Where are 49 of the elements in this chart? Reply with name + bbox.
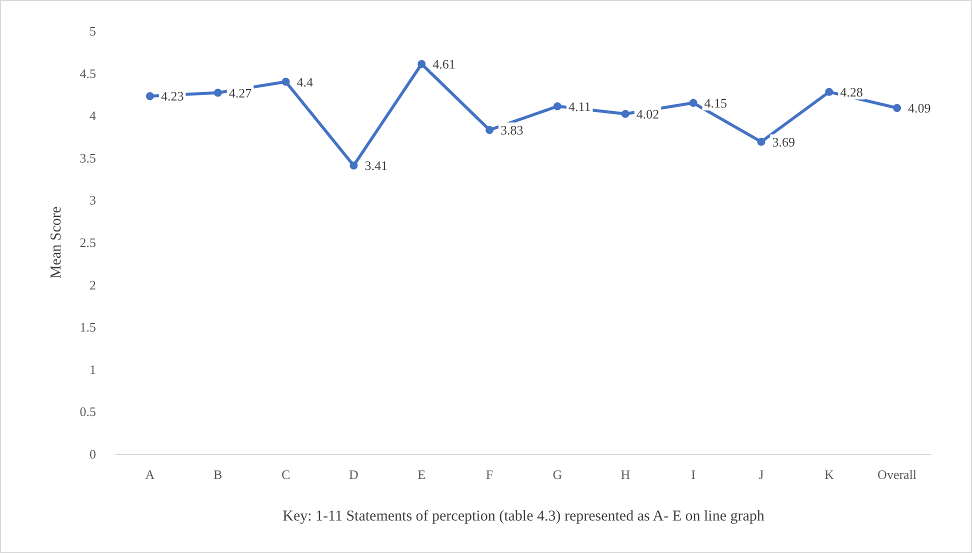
data-label: 4.28 (840, 84, 863, 100)
y-tick-label: 4 (90, 108, 96, 124)
x-tick-label: C (281, 467, 290, 482)
y-tick-label: 1 (90, 362, 96, 377)
x-tick-label: D (349, 467, 358, 482)
y-axis-title: Mean Score (48, 206, 64, 279)
x-tick-label: H (620, 467, 630, 482)
x-axis-title: Key: 1-11 Statements of perception (table 4.3) represented as A- E on line graph (282, 508, 765, 524)
point (418, 60, 426, 68)
x-tick-label: G (552, 467, 562, 482)
point (757, 138, 766, 146)
y-tick-label: 5 (90, 24, 96, 38)
x-tick-label: Overall (878, 467, 917, 482)
x-tick-label: A (145, 467, 156, 482)
data-label: 4.09 (908, 100, 931, 116)
point (146, 92, 154, 100)
point (553, 102, 562, 110)
y-tick-label: 3 (90, 192, 96, 208)
point (486, 126, 494, 134)
data-label: 4.15 (704, 95, 728, 110)
x-tick-label: J (758, 467, 764, 482)
data-label: 4.02 (636, 106, 660, 122)
data-label: 4.23 (160, 88, 184, 104)
point (350, 162, 358, 170)
data-label: 4.11 (568, 98, 591, 114)
y-tick-label: 2.5 (80, 235, 96, 250)
y-tick-label: 0.5 (80, 404, 96, 420)
y-tick-label: 3.5 (80, 150, 96, 166)
data-label: 4.4 (296, 74, 314, 90)
x-tick-label: K (824, 467, 834, 482)
x-tick-label: F (486, 467, 494, 482)
data-label: 3.83 (500, 122, 524, 138)
y-tick-label: 1.5 (80, 320, 96, 335)
data-label: 3.41 (364, 158, 388, 174)
y-tick-label: 0 (90, 446, 96, 462)
x-tick-label: E (418, 467, 426, 482)
point (214, 88, 222, 97)
point (621, 110, 630, 118)
point (282, 78, 290, 86)
data-label: 4.61 (432, 56, 456, 72)
point (825, 88, 834, 96)
y-tick-label: 4.5 (80, 66, 96, 81)
x-tick-label: B (214, 467, 223, 482)
point (893, 104, 902, 112)
data-label: 3.69 (772, 134, 795, 150)
point (689, 98, 698, 107)
y-tick-label: 2 (90, 277, 96, 292)
data-label: 4.27 (228, 85, 252, 100)
x-tick-label: I (691, 467, 696, 482)
